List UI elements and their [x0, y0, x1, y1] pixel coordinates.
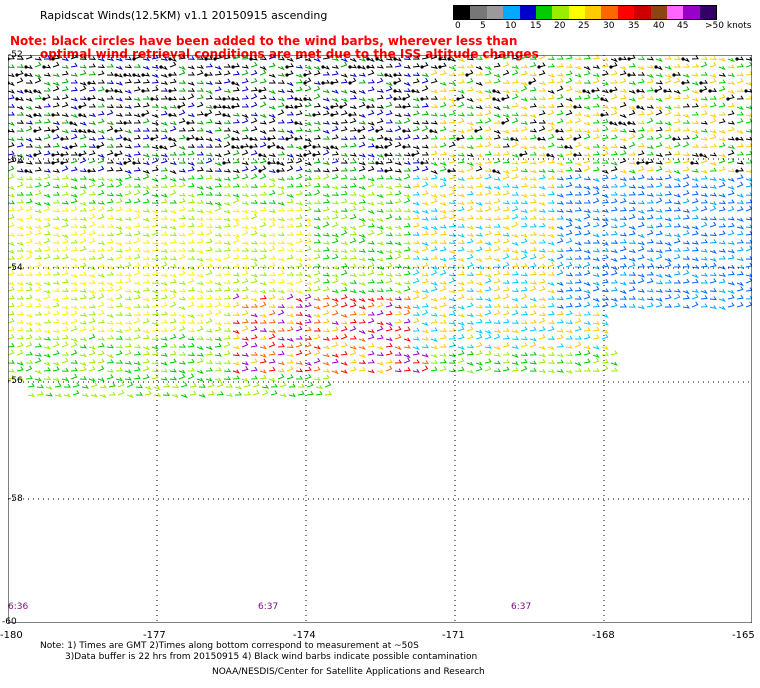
credit-line: NOAA/NESDIS/Center for Satellite Applica…: [212, 667, 485, 677]
lat-label-top: -52: [8, 50, 23, 60]
colorbar-swatch: [552, 6, 569, 19]
colorbar-swatch: [568, 6, 585, 19]
colorbar-label: 10: [505, 21, 517, 31]
lon-label-177: -177: [143, 630, 166, 641]
altitude-note: Note: black circles have been added to t…: [10, 35, 539, 61]
wind-barb-field: [8, 55, 752, 399]
wind-speed-colorbar: [453, 5, 717, 20]
colorbar-swatch: [503, 6, 520, 19]
colorbar-label: 25: [578, 21, 590, 31]
time-label-2: 6:37: [258, 602, 279, 612]
time-label-1: 6:36: [8, 602, 29, 612]
note-line-2: optimal wind retrieval conditions are me…: [40, 47, 539, 61]
lon-label-171: -171: [442, 630, 465, 641]
colorbar-swatch: [535, 6, 553, 19]
colorbar-swatch: [666, 6, 684, 19]
colorbar-label: 5: [480, 21, 486, 31]
lon-label-168: -168: [592, 630, 615, 641]
colorbar-label: 35: [628, 21, 640, 31]
colorbar-swatch: [617, 6, 635, 19]
map-grid: [8, 55, 752, 623]
colorbar-swatch: [634, 6, 651, 19]
colorbar-label: >50 knots: [705, 21, 752, 31]
colorbar-swatch: [650, 6, 667, 19]
colorbar-swatch: [470, 6, 487, 19]
time-label-3: 6:37: [511, 602, 532, 612]
lat-label-58: -58: [8, 494, 23, 504]
wind-barb-map: [8, 55, 752, 623]
colorbar-swatch: [519, 6, 536, 19]
colorbar-swatch: [585, 6, 602, 19]
lat-label-56: -56: [8, 376, 23, 386]
colorbar-label: 30: [603, 21, 615, 31]
colorbar-swatch: [454, 6, 471, 19]
colorbar-label: 40: [653, 21, 665, 31]
lon-label-165: -165: [732, 630, 755, 641]
colorbar-swatch: [486, 6, 504, 19]
colorbar-label: 0: [455, 21, 461, 31]
footnote: Note: 1) Times are GMT 2)Times along bot…: [40, 641, 477, 663]
note-line-1: Note: black circles have been added to t…: [10, 34, 518, 48]
footnote-line-1: Note: 1) Times are GMT 2)Times along bot…: [40, 641, 419, 651]
colorbar-swatch: [683, 6, 700, 19]
colorbar-swatch: [601, 6, 618, 19]
lon-label-174: -174: [293, 630, 316, 641]
map-title: Rapidscat Winds(12.5KM) v1.1 20150915 as…: [40, 9, 328, 22]
lat-label-60: -60: [2, 617, 17, 627]
colorbar-label: 45: [677, 21, 689, 31]
lat-label-52: -52: [8, 155, 23, 165]
colorbar-label: 15: [530, 21, 542, 31]
colorbar-label: 20: [554, 21, 566, 31]
lon-label-180: -180: [0, 630, 23, 641]
colorbar-swatch: [699, 6, 716, 19]
lat-label-54: -54: [8, 263, 23, 273]
footnote-line-2: 3)Data buffer is 22 hrs from 20150915 4)…: [65, 652, 478, 662]
